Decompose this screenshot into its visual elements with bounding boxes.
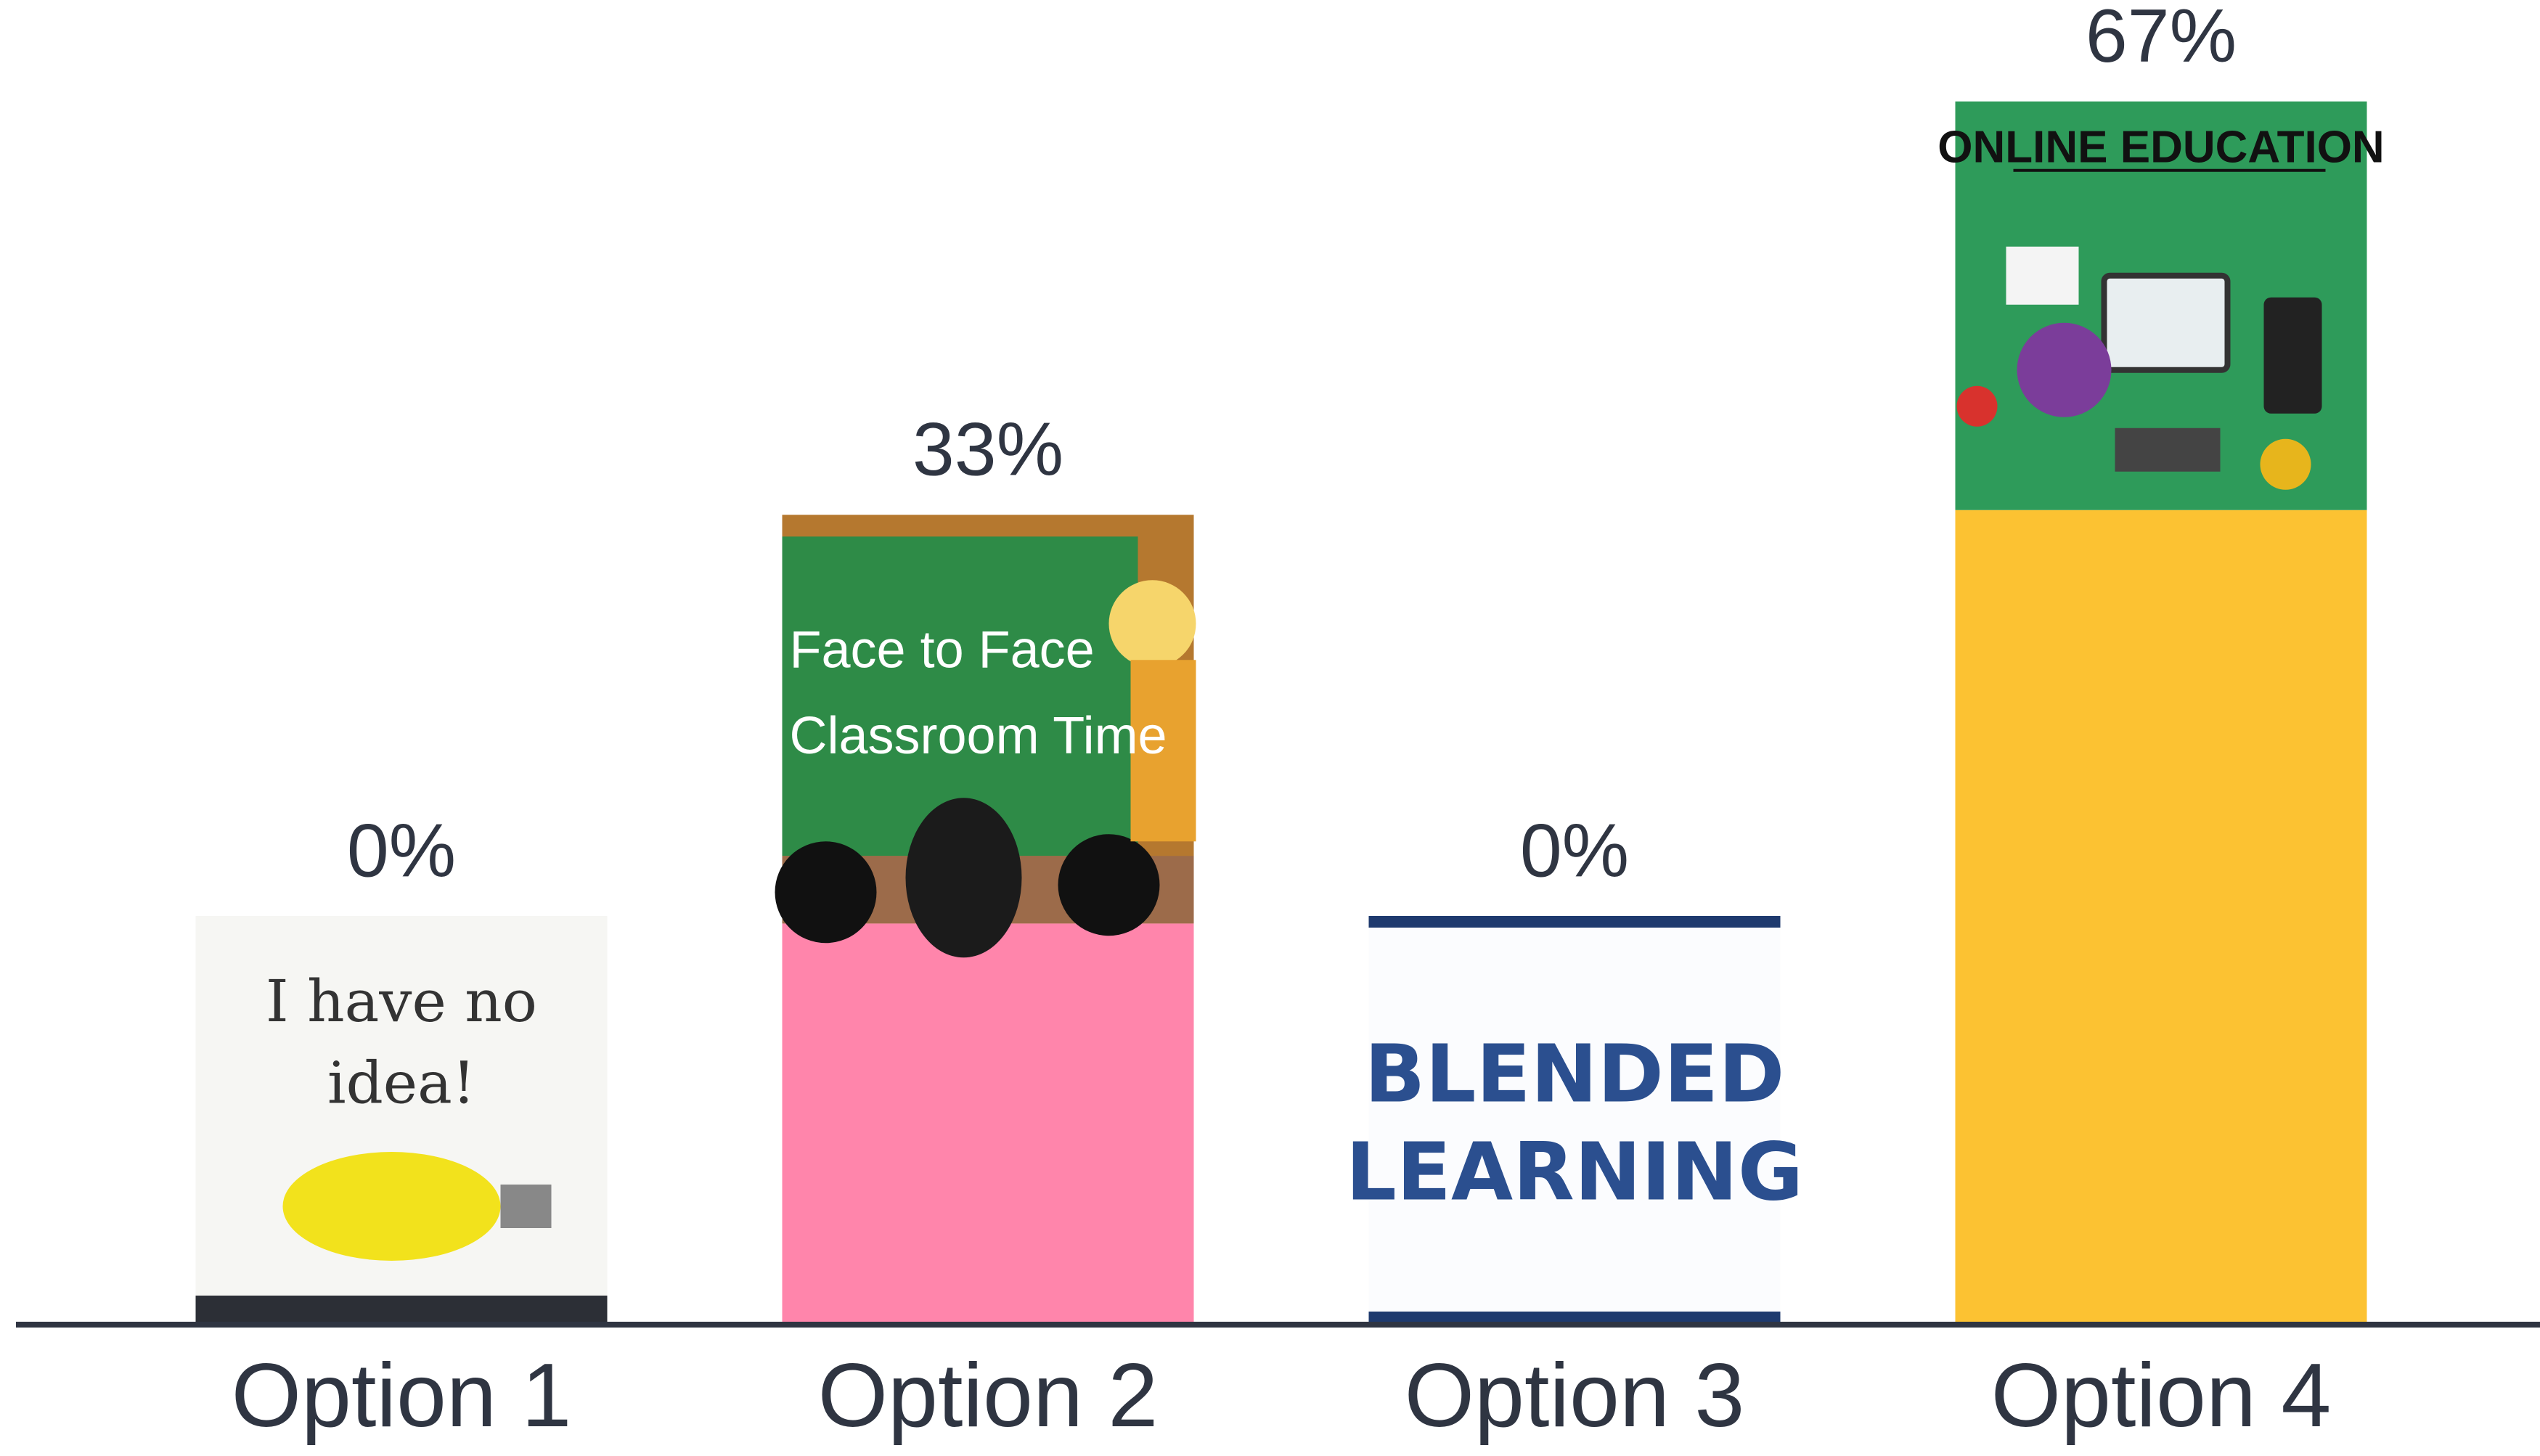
value-label: 67% [2086, 0, 2237, 78]
x-tick-label: Option 2 [818, 1346, 1159, 1446]
apple [1956, 385, 1998, 427]
image-text: ONLINE EDUCATION [1937, 123, 2384, 173]
avatar [2017, 322, 2112, 417]
book [2006, 246, 2079, 305]
bulb [282, 1152, 501, 1261]
student [775, 841, 877, 944]
option-image: I have no idea! [195, 916, 608, 1325]
keyboard [2115, 428, 2221, 472]
strip [1368, 916, 1781, 928]
image-text: Face to Face [790, 621, 1095, 679]
strip [195, 1296, 608, 1325]
x-tick-label: Option 1 [232, 1346, 572, 1446]
image-text: I have no [266, 968, 537, 1035]
image-text: LEARNING [1346, 1126, 1803, 1219]
image-text: Classroom Time [790, 707, 1167, 765]
bar [1955, 510, 2367, 1325]
globe [2260, 438, 2311, 490]
image-text: BLENDED [1365, 1027, 1785, 1120]
teacher-body [1130, 660, 1196, 842]
bar [782, 923, 1194, 1325]
teacher-head [1108, 580, 1196, 668]
value-label: 33% [912, 408, 1063, 492]
image-bg [1368, 916, 1781, 1325]
strip [1368, 1312, 1781, 1322]
x-tick-label: Option 4 [1991, 1346, 2332, 1446]
x-tick-label: Option 3 [1405, 1346, 1745, 1446]
tablet [2263, 297, 2322, 414]
image-text: idea! [327, 1049, 475, 1116]
monitor [2101, 272, 2231, 373]
option-image: ONLINE EDUCATION [1937, 101, 2385, 510]
student [1058, 834, 1160, 936]
value-label: 0% [1520, 809, 1629, 893]
option-image: Face to Face Classroom Time [775, 515, 1196, 958]
bulb-base [500, 1185, 552, 1228]
value-label: 0% [347, 809, 456, 893]
student [905, 798, 1022, 958]
